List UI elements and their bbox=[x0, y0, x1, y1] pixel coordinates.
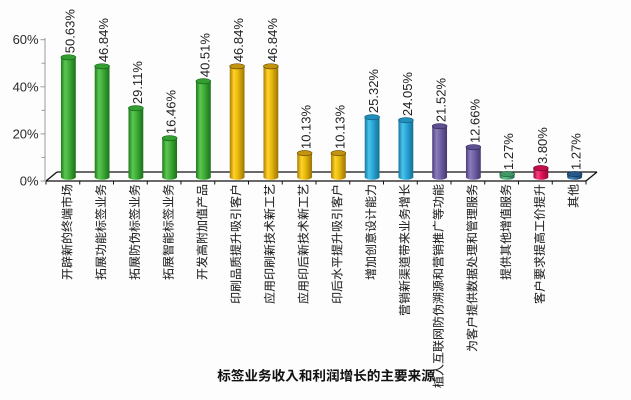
svg-text:46.84%: 46.84% bbox=[265, 18, 280, 63]
svg-text:20%: 20% bbox=[13, 126, 39, 141]
svg-text:16.46%: 16.46% bbox=[164, 90, 179, 135]
svg-text:21.52%: 21.52% bbox=[434, 78, 449, 123]
svg-text:1.27%: 1.27% bbox=[569, 133, 584, 170]
svg-text:3.80%: 3.80% bbox=[535, 127, 550, 164]
svg-text:40%: 40% bbox=[13, 79, 39, 94]
svg-text:29.11%: 29.11% bbox=[130, 61, 145, 105]
svg-text:10.13%: 10.13% bbox=[299, 105, 314, 150]
svg-text:12.66%: 12.66% bbox=[467, 99, 482, 144]
svg-text:25.32%: 25.32% bbox=[366, 69, 381, 114]
svg-text:1.27%: 1.27% bbox=[501, 133, 516, 170]
svg-text:0%: 0% bbox=[20, 174, 39, 189]
svg-text:40.51%: 40.51% bbox=[197, 33, 212, 78]
svg-text:50.63%: 50.63% bbox=[62, 9, 77, 54]
svg-text:46.84%: 46.84% bbox=[96, 18, 111, 63]
svg-text:46.84%: 46.84% bbox=[231, 18, 246, 63]
svg-text:24.05%: 24.05% bbox=[400, 72, 415, 117]
svg-text:10.13%: 10.13% bbox=[332, 105, 347, 150]
svg-text:60%: 60% bbox=[13, 32, 39, 47]
